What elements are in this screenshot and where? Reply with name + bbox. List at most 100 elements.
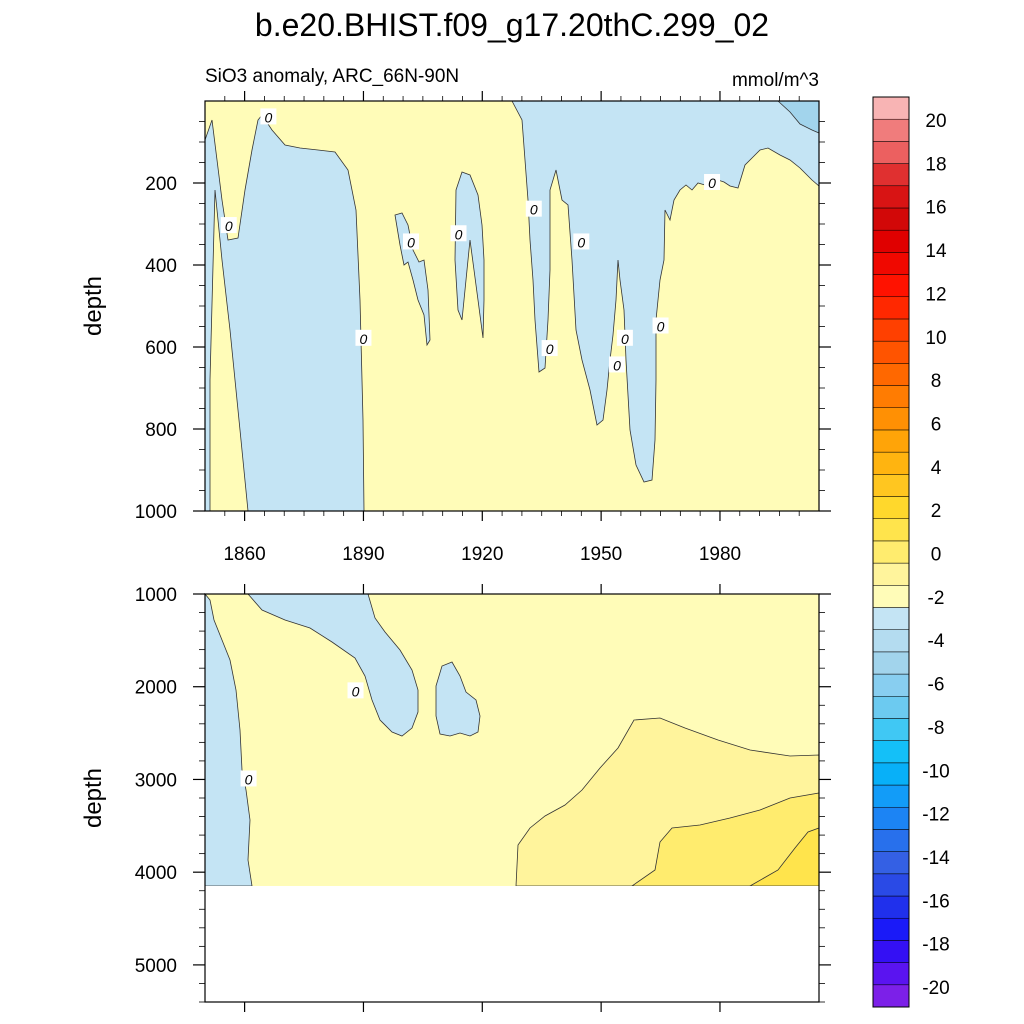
contour-label: 0 [577,234,585,250]
colorbar-tick-label: 10 [925,328,946,349]
lower-y-tick-label: 3000 [135,770,177,791]
colorbar-swatch [872,873,910,897]
colorbar-swatch [872,274,910,298]
contour-label: 0 [657,319,665,335]
colorbar-swatch [872,984,910,1008]
upper-x-tick-label: 1860 [223,544,265,565]
colorbar-swatch [872,318,910,342]
contour-label-box [704,174,721,190]
colorbar-tick-label: 8 [931,371,942,392]
lower-missing-data [205,886,819,1002]
colorbar-swatch [872,207,910,231]
upper-x-tick-label: 1920 [461,544,503,565]
lower-neg-region-1910 [435,661,481,737]
contour-label-box [541,340,558,357]
colorbar-swatch [872,496,910,519]
contour-label: 0 [613,357,621,373]
colorbar-swatch [872,673,910,697]
colorbar-swatch [872,562,910,586]
contour-label-box [608,356,625,373]
colorbar-swatch [872,96,910,120]
lower-y-axis-label: depth [80,768,107,828]
units-label: mmol/m^3 [732,70,819,91]
colorbar-tick-label: 0 [931,545,942,566]
contour-label-box [240,770,257,787]
colorbar-tick-label: -14 [922,848,950,869]
contour-label: 0 [621,331,629,347]
colorbar-frame [872,96,910,1008]
colorbar-swatch [872,518,910,542]
colorbar-tick-label: -16 [922,891,949,912]
upper-y-tick-label: 600 [145,338,177,359]
colorbar-swatch [872,451,910,475]
contour-label: 0 [352,683,360,699]
lower-y-tick-label: 5000 [135,956,177,977]
colorbar-swatch [872,252,910,275]
upper-x-tick-label: 1980 [699,544,741,565]
contour-label: 0 [407,234,415,250]
colorbar: -20-18-16-14-12-10-8-6-4-202468101214161… [872,96,950,1008]
upper-y-tick-label: 400 [145,256,177,277]
contour-label: 0 [245,771,253,787]
colorbar-tick-label: -2 [928,588,945,609]
colorbar-swatch [872,340,910,364]
colorbar-swatch [872,363,910,386]
upper-panel: 1860 1890 1920 1950 1980 200 400 600 800 1000 dep… [80,91,831,565]
upper-neg-region-1910 [454,171,485,339]
colorbar-tick-label: -18 [922,935,949,956]
contour-label: 0 [264,109,272,125]
colorbar-swatch [872,141,910,164]
contour-label-box [347,682,364,699]
lower-y-tick-label: 2000 [135,678,177,699]
upper-negative-regions [204,100,820,512]
colorbar-tick-label: -8 [928,718,945,739]
colorbar-swatch [872,474,910,497]
colorbar-swatch [872,696,910,719]
colorbar-swatch [872,895,910,919]
lower-neg-region-1880 [247,593,419,737]
upper-axis: 1860 1890 1920 1950 1980 200 400 600 800 1000 [135,91,831,565]
lower-negative-regions [204,592,481,887]
upper-y-tick-label: 800 [145,420,177,441]
colorbar-swatch [872,296,910,320]
colorbar-tick-label: -10 [922,761,949,782]
contour-label-box [616,329,633,346]
colorbar-tick-label: -20 [922,978,949,999]
upper-x-tick-label: 1950 [580,544,622,565]
colorbar-swatch [872,940,910,963]
panel-subtitle: SiO3 anomaly, ARC_66N-90N [205,66,459,87]
colorbar-tick-label: -12 [922,805,949,826]
contour-label-box [220,217,237,234]
colorbar-tick-label: -6 [928,675,945,696]
colorbar-swatch [872,917,910,941]
contour-label: 0 [225,218,233,234]
contour-label-box [573,233,590,250]
colorbar-swatch [872,740,910,764]
contour-label-box [355,329,372,346]
colorbar-swatch [872,585,910,608]
colorbar-swatch [872,429,910,453]
colorbar-tick-label: 20 [925,111,946,132]
colorbar-tick-label: 18 [925,154,946,175]
colorbar-swatch [872,851,910,875]
colorbar-swatch [872,651,910,675]
colorbar-tick-label: 16 [925,198,946,219]
contour-label: 0 [455,226,463,242]
upper-y-axis-label: depth [80,276,107,336]
contour-label-box [652,317,669,334]
lower-neg-region-west [204,592,253,887]
colorbar-tick-label: 4 [931,458,942,479]
colorbar-tick-label: 6 [931,414,942,435]
upper-neg-region-1935 [511,100,820,483]
colorbar-swatch [872,118,910,142]
colorbar-swatch [872,718,910,741]
contour-label: 0 [546,341,554,357]
upper-y-tick-label: 1000 [135,502,177,523]
contour-label: 0 [708,175,716,191]
upper-x-tick-label: 1890 [342,544,384,565]
colorbar-tick-label: 2 [931,501,942,522]
colorbar-tick-label: 14 [925,241,947,262]
